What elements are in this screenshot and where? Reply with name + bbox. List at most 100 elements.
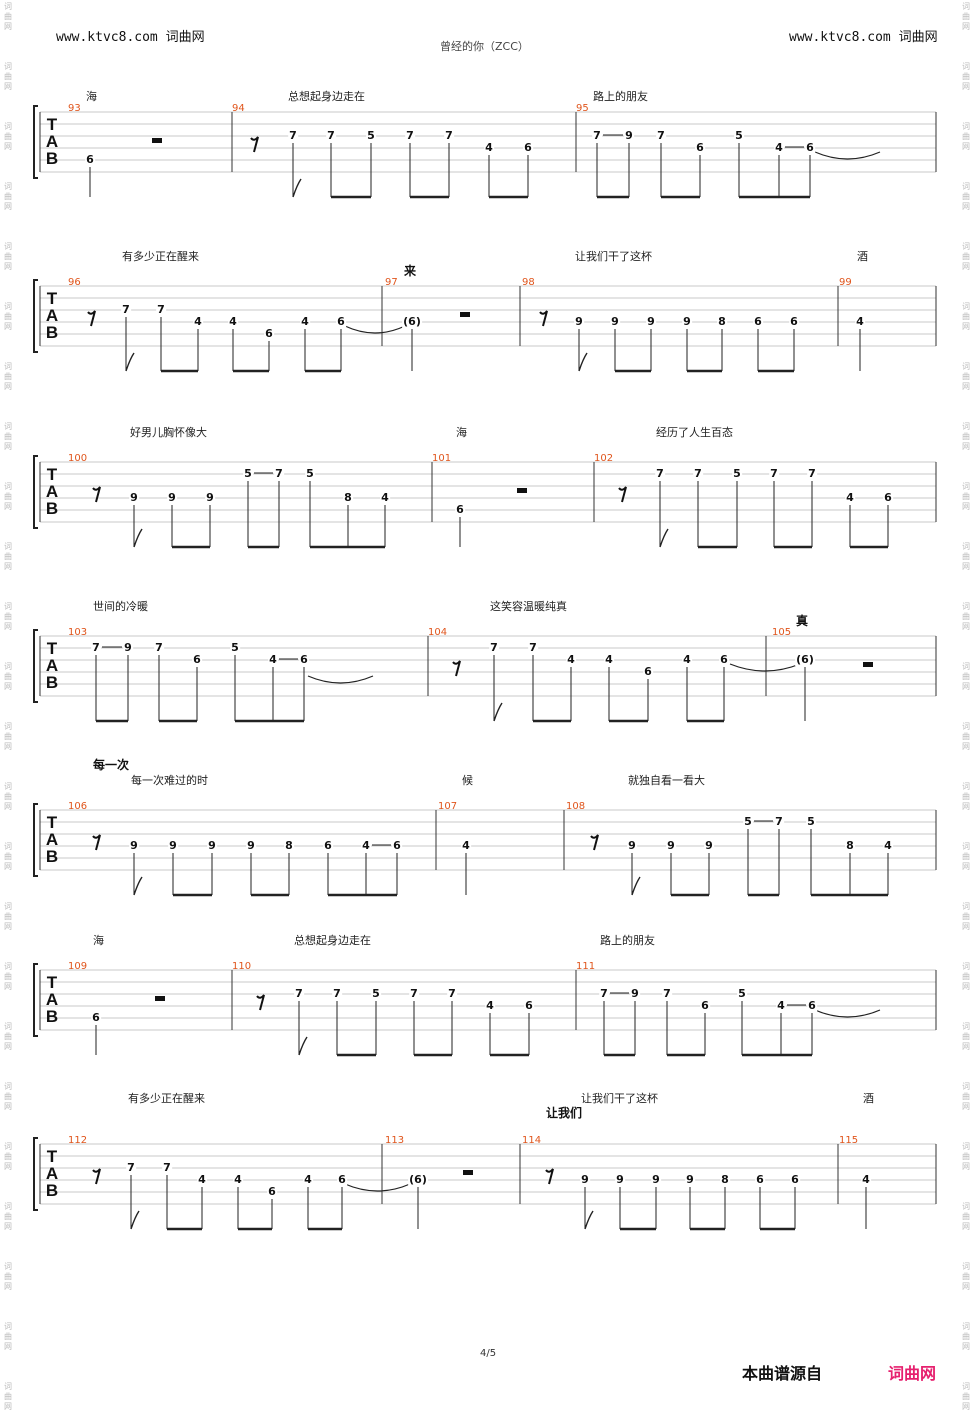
eighth-rest [590, 834, 599, 851]
watermark-text: 词曲网 [962, 722, 970, 751]
watermark-text: 词曲网 [4, 602, 12, 631]
tab-fret-number: 4 [484, 141, 494, 154]
tab-letter: B [45, 673, 59, 692]
note-flag [133, 528, 143, 548]
tie-curve [814, 1009, 881, 1018]
lyric-cue-bold: 来 [404, 264, 417, 278]
tab-fret-number: 6 [643, 665, 653, 678]
tab-letter: A [45, 990, 59, 1009]
lyric-text: 路上的朋友 [593, 90, 648, 103]
system-bracket [33, 1137, 38, 1211]
tab-fret-number: 4 [861, 1173, 871, 1186]
tab-fret-number: 9 [627, 839, 637, 852]
lyric-text: 有多少正在醒来 [128, 1092, 205, 1105]
tab-fret-number: 8 [845, 839, 855, 852]
watermark-text: 词曲网 [962, 242, 970, 271]
watermark-text: 词曲网 [962, 482, 970, 511]
tab-fret-number: 7 [444, 129, 454, 142]
tab-fret-number: 7 [409, 987, 419, 1000]
tab-fret-number: 7 [91, 641, 101, 654]
measure-number: 112 [68, 1135, 88, 1146]
tab-fret-number: 4 [566, 653, 576, 666]
tab-letter: A [45, 830, 59, 849]
tab-fret-number: 6 [392, 839, 402, 852]
tab-letter: T [46, 289, 58, 308]
watermark-text: 词曲网 [4, 182, 12, 211]
tab-fret-number: 4 [197, 1173, 207, 1186]
system-bracket [33, 279, 38, 353]
tab-letter: B [45, 847, 59, 866]
tab-fret-number: 7 [121, 303, 131, 316]
tab-fret-number: 6 [267, 1185, 277, 1198]
tab-fret-number: 6 [192, 653, 202, 666]
measure-number: 103 [68, 627, 88, 638]
tab-fret-number: 7 [294, 987, 304, 1000]
measure-number: 111 [576, 961, 596, 972]
measure-number: 104 [428, 627, 448, 638]
tab-fret-number: 6 [264, 327, 274, 340]
note-flag [659, 528, 669, 548]
tie-curve [344, 325, 406, 334]
eighth-rest [618, 486, 627, 503]
tab-fret-number: 6 [299, 653, 309, 666]
tab-letter: T [46, 465, 58, 484]
eighth-rest [545, 1168, 554, 1185]
tab-fret-number: 4 [268, 653, 278, 666]
tab-fret-number: 7 [774, 815, 784, 828]
tab-fret-number: 4 [883, 839, 893, 852]
eighth-rest [87, 310, 96, 327]
tab-fret-number: 9 [630, 987, 640, 1000]
tie-curve [307, 675, 374, 684]
tab-letter: A [45, 1164, 59, 1183]
tab-fret-number: 5 [366, 129, 376, 142]
watermark-text: 词曲网 [4, 362, 12, 391]
tab-fret-number: 4 [776, 999, 786, 1012]
lyric-text: 海 [456, 426, 467, 439]
tab-fret-number: 4 [361, 839, 371, 852]
tab-fret-number: 6 [700, 999, 710, 1012]
tab-fret-number: 4 [855, 315, 865, 328]
tab-letter: A [45, 306, 59, 325]
tab-fret-number: 7 [332, 987, 342, 1000]
tab-fret-number: 5 [734, 129, 744, 142]
tab-fret-number: (6) [402, 315, 422, 328]
watermark-text: 词曲网 [962, 962, 970, 991]
watermark-text: 词曲网 [962, 1022, 970, 1051]
measure-number: 107 [438, 801, 458, 812]
half-rest [863, 662, 873, 667]
tab-fret-number: 6 [805, 141, 815, 154]
system-bracket [33, 803, 38, 877]
tab-fret-number: 9 [615, 1173, 625, 1186]
measure-number: 113 [385, 1135, 405, 1146]
lyric-text: 让我们干了这杯 [581, 1092, 658, 1105]
tab-fret-number: 7 [288, 129, 298, 142]
tab-fret-number: 8 [720, 1173, 730, 1186]
watermark-text: 词曲网 [962, 542, 970, 571]
tab-fret-number: 9 [129, 491, 139, 504]
tab-fret-number: 5 [305, 467, 315, 480]
header-right-site: www.ktvc8.com 词曲网 [789, 30, 938, 45]
tab-fret-number: 6 [336, 315, 346, 328]
tab-fret-number: 9 [682, 315, 692, 328]
tab-fret-number: 7 [154, 641, 164, 654]
measure-number: 97 [385, 277, 398, 288]
tab-fret-number: 8 [284, 839, 294, 852]
measure-number: 106 [68, 801, 88, 812]
lyric-text: 总想起身边走在 [288, 90, 365, 103]
tab-fret-number: 9 [580, 1173, 590, 1186]
tab-fret-number: 7 [447, 987, 457, 1000]
tab-letter: T [46, 813, 58, 832]
lyric-text: 海 [93, 934, 104, 947]
half-rest [463, 1170, 473, 1175]
tab-fret-number: 5 [806, 815, 816, 828]
tab-fret-number: 7 [655, 467, 665, 480]
half-rest [517, 488, 527, 493]
watermark-text: 词曲网 [4, 722, 12, 751]
watermark-text: 词曲网 [962, 362, 970, 391]
tab-fret-number: (6) [408, 1173, 428, 1186]
eighth-rest [92, 834, 101, 851]
lyric-text: 每一次难过的时 [131, 774, 208, 787]
tab-fret-number: 7 [599, 987, 609, 1000]
tab-fret-number: 4 [300, 315, 310, 328]
